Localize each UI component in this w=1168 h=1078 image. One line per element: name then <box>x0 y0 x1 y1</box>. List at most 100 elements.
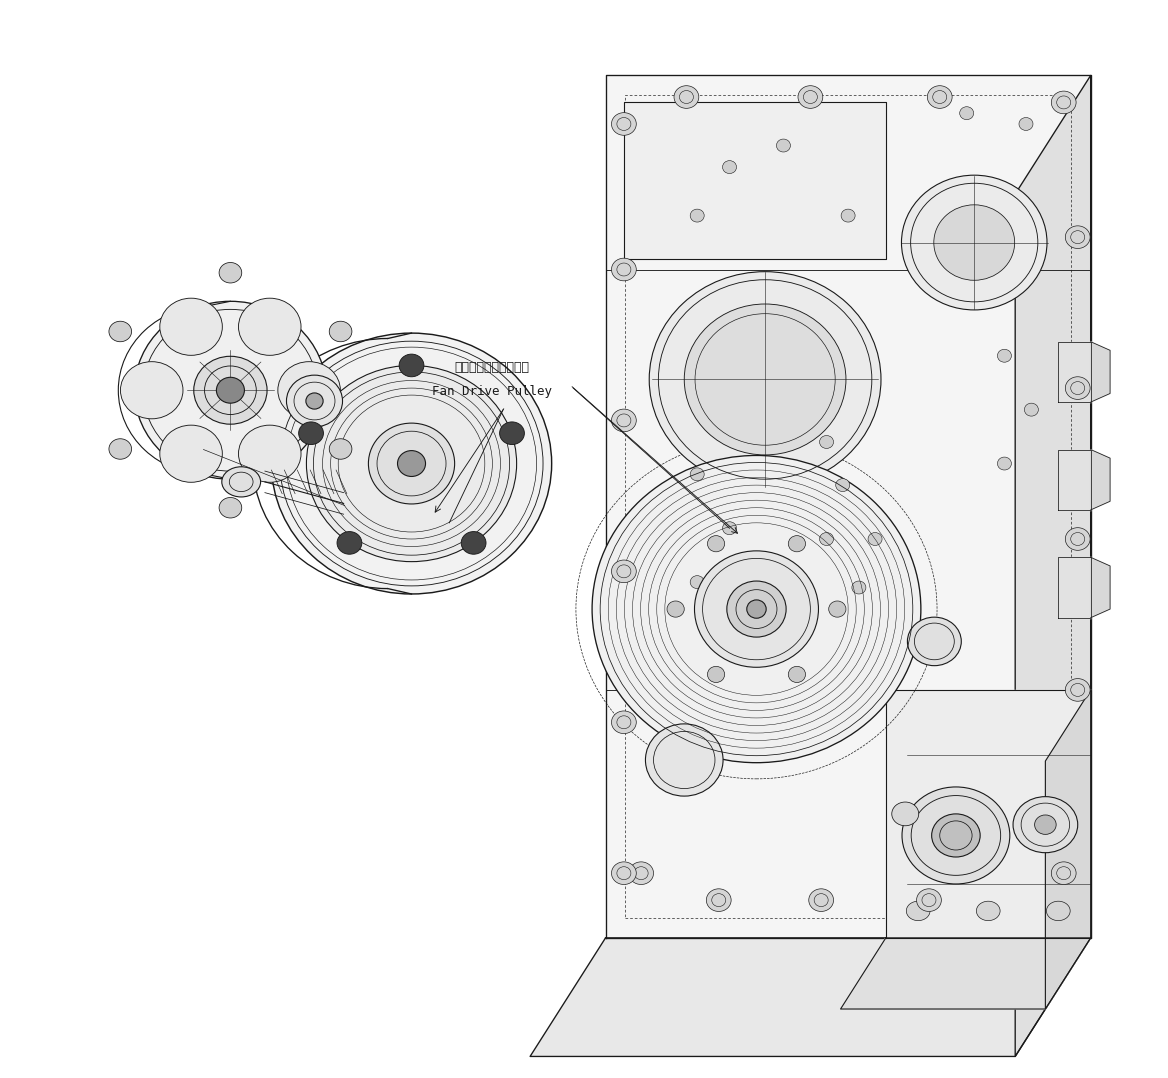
Ellipse shape <box>690 576 704 589</box>
Ellipse shape <box>908 617 961 665</box>
Ellipse shape <box>238 299 301 356</box>
Ellipse shape <box>397 451 425 476</box>
Ellipse shape <box>399 355 424 377</box>
Ellipse shape <box>612 259 637 280</box>
Ellipse shape <box>299 421 324 444</box>
Ellipse shape <box>1013 797 1078 853</box>
Ellipse shape <box>746 599 766 619</box>
Polygon shape <box>1045 690 1091 1009</box>
Ellipse shape <box>109 439 132 459</box>
Ellipse shape <box>500 421 524 444</box>
Ellipse shape <box>222 467 260 497</box>
Text: ファンドライブプーリ: ファンドライブプーリ <box>454 361 530 374</box>
Ellipse shape <box>902 175 1047 310</box>
Ellipse shape <box>1065 226 1090 248</box>
Polygon shape <box>1091 342 1110 402</box>
Ellipse shape <box>1065 679 1090 702</box>
Ellipse shape <box>933 205 1015 280</box>
Ellipse shape <box>841 209 855 222</box>
Ellipse shape <box>927 86 952 108</box>
Ellipse shape <box>851 581 865 594</box>
Ellipse shape <box>917 888 941 911</box>
Ellipse shape <box>726 581 786 637</box>
Polygon shape <box>1058 450 1091 510</box>
Ellipse shape <box>194 356 267 424</box>
Ellipse shape <box>1024 403 1038 416</box>
Ellipse shape <box>649 272 881 487</box>
Ellipse shape <box>997 349 1011 362</box>
Ellipse shape <box>461 531 486 554</box>
Ellipse shape <box>592 455 920 763</box>
Ellipse shape <box>306 365 516 562</box>
Ellipse shape <box>368 424 454 505</box>
Ellipse shape <box>788 666 806 682</box>
Polygon shape <box>841 938 1091 1009</box>
Ellipse shape <box>1035 815 1056 834</box>
Polygon shape <box>1091 450 1110 510</box>
Ellipse shape <box>829 602 846 617</box>
Ellipse shape <box>278 362 340 418</box>
Ellipse shape <box>932 814 980 857</box>
Ellipse shape <box>160 425 222 482</box>
Ellipse shape <box>271 333 551 594</box>
Ellipse shape <box>109 321 132 342</box>
Polygon shape <box>1058 557 1091 618</box>
Ellipse shape <box>120 362 183 418</box>
Ellipse shape <box>723 161 737 174</box>
Ellipse shape <box>960 107 974 120</box>
Ellipse shape <box>1047 901 1070 921</box>
Ellipse shape <box>306 392 324 409</box>
Ellipse shape <box>976 901 1000 921</box>
Polygon shape <box>530 938 1091 1056</box>
Ellipse shape <box>1018 118 1033 130</box>
Ellipse shape <box>695 551 819 667</box>
Ellipse shape <box>868 533 882 545</box>
Ellipse shape <box>892 802 919 826</box>
Ellipse shape <box>338 531 362 554</box>
Polygon shape <box>1015 75 1091 1056</box>
Ellipse shape <box>708 536 724 552</box>
Ellipse shape <box>216 377 244 403</box>
Ellipse shape <box>612 561 637 583</box>
Ellipse shape <box>836 479 850 492</box>
Ellipse shape <box>667 602 684 617</box>
Ellipse shape <box>628 862 654 884</box>
Ellipse shape <box>906 901 930 921</box>
Ellipse shape <box>997 457 1011 470</box>
Ellipse shape <box>798 86 822 108</box>
Ellipse shape <box>612 409 637 431</box>
Ellipse shape <box>646 724 723 796</box>
Ellipse shape <box>134 301 326 479</box>
Ellipse shape <box>690 468 704 481</box>
Ellipse shape <box>788 536 806 552</box>
Ellipse shape <box>1051 91 1076 113</box>
Ellipse shape <box>708 666 724 682</box>
Ellipse shape <box>1065 528 1090 550</box>
Ellipse shape <box>329 321 352 342</box>
Ellipse shape <box>612 711 637 733</box>
Ellipse shape <box>612 113 637 135</box>
Ellipse shape <box>1051 862 1076 884</box>
Polygon shape <box>885 690 1091 938</box>
Polygon shape <box>624 102 885 259</box>
Ellipse shape <box>612 862 637 884</box>
Ellipse shape <box>902 787 1010 884</box>
Polygon shape <box>605 75 1091 938</box>
Ellipse shape <box>820 533 834 545</box>
Ellipse shape <box>723 522 737 535</box>
Ellipse shape <box>820 436 834 448</box>
Ellipse shape <box>690 209 704 222</box>
Polygon shape <box>1058 342 1091 402</box>
Ellipse shape <box>220 262 242 282</box>
Ellipse shape <box>777 139 791 152</box>
Ellipse shape <box>707 888 731 911</box>
Ellipse shape <box>286 375 342 427</box>
Ellipse shape <box>1065 377 1090 399</box>
Ellipse shape <box>160 299 222 356</box>
Ellipse shape <box>684 304 846 455</box>
Ellipse shape <box>238 425 301 482</box>
Text: Fan Drive Pulley: Fan Drive Pulley <box>432 385 552 398</box>
Ellipse shape <box>329 439 352 459</box>
Ellipse shape <box>674 86 698 108</box>
Ellipse shape <box>220 497 242 517</box>
